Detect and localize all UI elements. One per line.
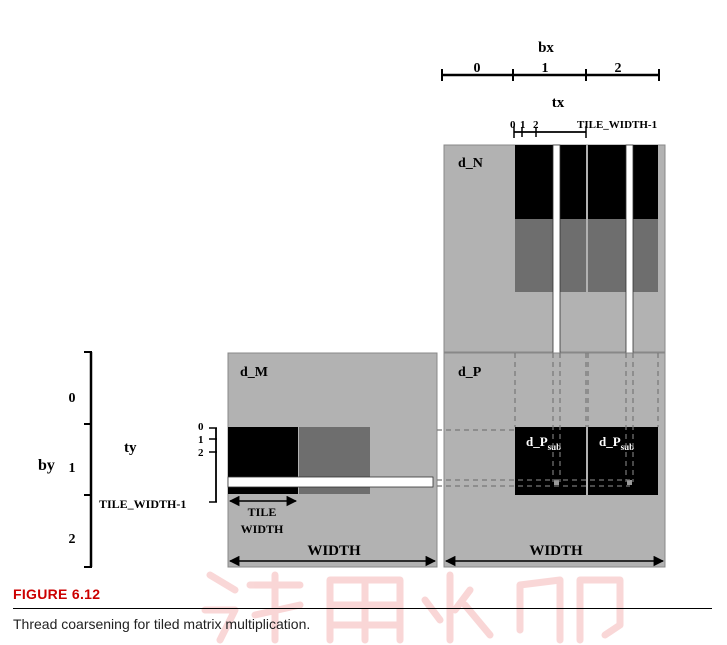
tx-index-0: 0 [510,119,516,131]
tx-tile-width-minus-one: TILE_WIDTH-1 [577,119,657,131]
psub-label-1: d_Psub [526,434,561,452]
ty-index-0: 0 [198,421,204,433]
dashed-guides [437,353,659,487]
matrix-d-m: d_M TILE WIDTH [227,352,438,568]
d-n-tile-black-1 [515,145,586,219]
d-p-element-2 [627,480,632,485]
d-p-sub-tile-1 [515,427,586,495]
by-axis: by 0 1 2 [38,351,93,568]
d-n-tile-black-2 [588,145,658,219]
matrix-d-p-label: d_P [458,365,482,380]
matrix-d-m-label: d_M [240,365,268,380]
d-n-column-strip-2 [625,144,634,354]
d-n-tile-gray-2 [588,219,658,292]
bx-index-0: 0 [474,61,481,76]
by-label: by [38,457,55,474]
matrix-d-n: d_N [443,144,666,354]
tx-axis: tx 0 1 2 TILE_WIDTH-1 [510,95,657,138]
bx-axis: bx 0 1 2 [441,40,660,81]
d-m-width-label: WIDTH [307,543,361,559]
ty-index-2: 2 [198,447,204,459]
bx-index-1: 1 [542,61,549,76]
tile-width-label-line2: WIDTH [241,522,284,536]
psub-label-2: d_Psub [599,434,634,452]
width-dimensions: WIDTH WIDTH [228,543,665,567]
tx-index-1: 1 [520,119,526,131]
by-index-0: 0 [69,391,76,406]
ty-axis: ty 0 1 2 TILE_WIDTH-1 [99,421,217,511]
d-p-element-1 [554,480,559,485]
figure-caption: Thread coarsening for tiled matrix multi… [13,616,311,632]
d-p-sub-tile-2 [588,427,658,495]
d-n-column-strip-1 [552,144,561,354]
matrix-d-p: d_P d_Psub d_Psub [443,352,666,568]
figure-label: FIGURE 6.12 [13,586,101,602]
matrix-d-n-label: d_N [458,156,483,171]
tx-label: tx [552,95,565,111]
ty-tile-width-minus-one: TILE_WIDTH-1 [99,497,186,511]
caption-divider [13,608,712,609]
d-p-width-label: WIDTH [529,543,583,559]
ty-index-1: 1 [198,434,204,446]
d-m-row-strip [227,476,434,488]
watermark [201,571,624,644]
ty-label: ty [124,440,137,456]
by-index-2: 2 [69,532,76,547]
by-index-1: 1 [69,461,76,476]
tx-index-2: 2 [533,119,539,131]
d-n-tile-gray-1 [515,219,586,292]
tile-width-label-line1: TILE [248,505,277,519]
bx-index-2: 2 [615,61,622,76]
bx-label: bx [538,40,554,56]
